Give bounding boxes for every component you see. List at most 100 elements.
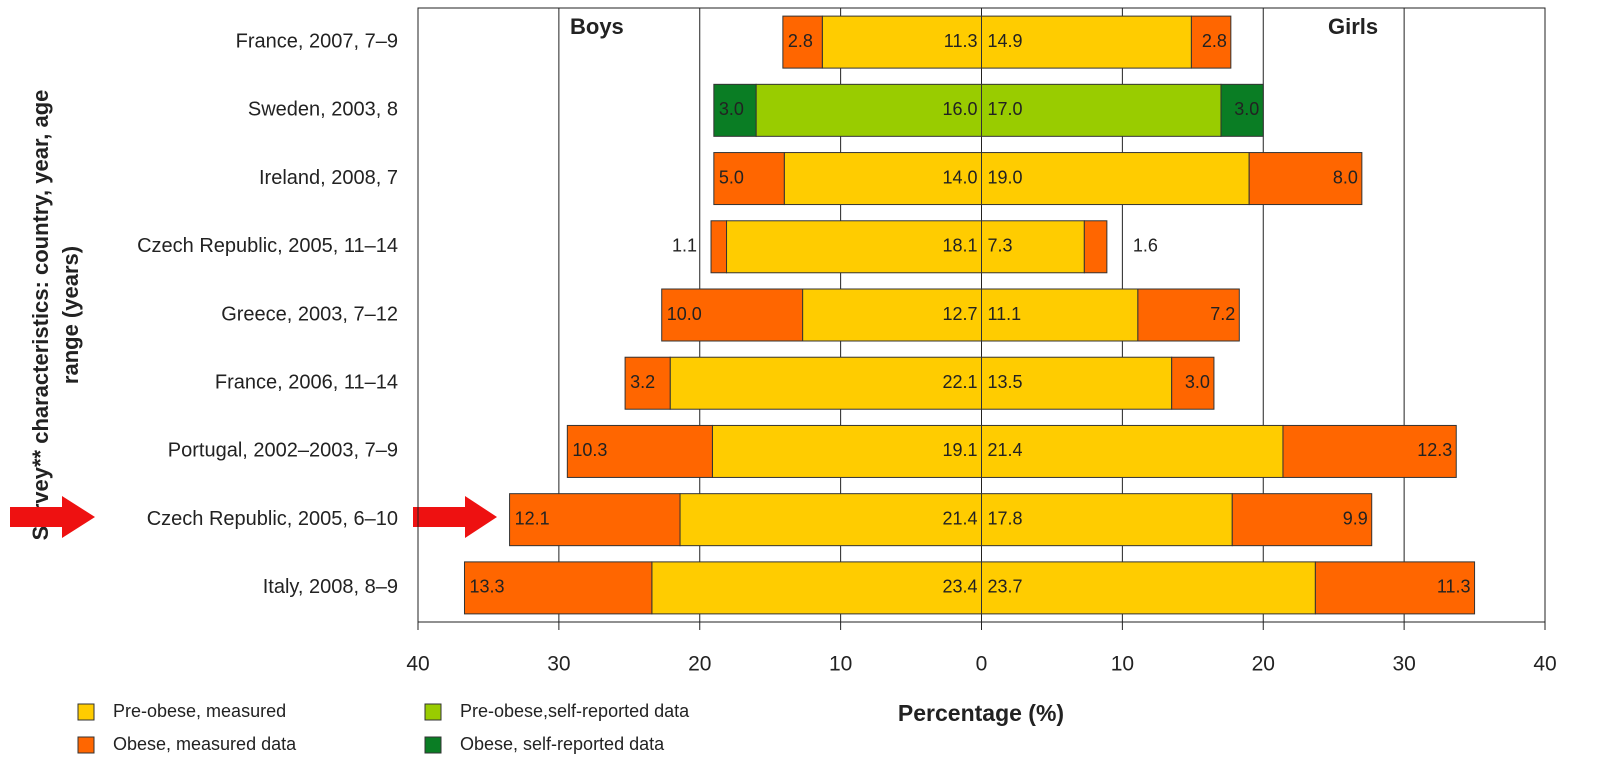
value-label: 21.4: [942, 508, 977, 528]
bar-segment: [981, 83, 1222, 137]
value-label: 7.3: [988, 236, 1013, 256]
value-label: 11.3: [944, 31, 978, 51]
legend-swatch: [77, 736, 95, 754]
legend-label: Obese, self-reported data: [460, 734, 665, 754]
category-label: Italy, 2008, 8–9: [263, 576, 398, 598]
bar-segment: [566, 424, 713, 478]
value-label: 12.7: [942, 304, 977, 324]
legend-swatch: [424, 703, 442, 721]
legend-label: Pre-obese,self-reported data: [460, 701, 690, 721]
category-label: Portugal, 2002–2003, 7–9: [168, 440, 398, 462]
value-label: 23.7: [988, 577, 1023, 597]
category-label: Greece, 2003, 7–12: [221, 303, 398, 325]
bar-segment: [711, 424, 983, 478]
bar-segment: [1282, 424, 1457, 478]
value-label: 3.2: [630, 372, 655, 392]
value-label: 3.0: [1185, 372, 1210, 392]
value-label: 21.4: [988, 440, 1023, 460]
annotation-arrow: [10, 496, 497, 538]
y-axis-title-line: range (years): [58, 246, 83, 384]
x-tick-label: 40: [406, 653, 429, 676]
legend-swatch: [424, 736, 442, 754]
category-label: Sweden, 2003, 8: [248, 99, 398, 121]
value-label: 19.0: [988, 167, 1023, 187]
bar-segment: [1137, 288, 1240, 342]
bar-segment: [1248, 152, 1363, 206]
category-label: Czech Republic, 2005, 11–14: [137, 235, 398, 257]
bar-segment: [802, 288, 982, 342]
bar-segment: [981, 288, 1139, 342]
x-tick-label: 40: [1533, 653, 1556, 676]
value-label: 14.9: [988, 31, 1023, 51]
bar-segment: [509, 493, 681, 547]
plot-frame: [417, 7, 1546, 623]
value-label: 17.0: [988, 99, 1023, 119]
legend-label: Pre-obese, measured: [113, 701, 286, 721]
value-label: 1.1: [672, 236, 697, 256]
bar-segment: [981, 220, 1085, 274]
x-tick-label: 20: [1252, 653, 1275, 676]
category-label: France, 2006, 11–14: [215, 372, 398, 394]
value-label: 12.1: [515, 508, 550, 528]
bar-segment: [1231, 493, 1373, 547]
bar-segment: [981, 561, 1316, 615]
value-label: 5.0: [719, 167, 744, 187]
value-label: 3.0: [1234, 99, 1259, 119]
x-tick-label: 10: [829, 653, 852, 676]
bar-segment: [1314, 561, 1476, 615]
bar-segment: [679, 493, 983, 547]
value-label: 13.3: [469, 577, 504, 597]
bar-segment: [651, 561, 982, 615]
value-label: 9.9: [1343, 508, 1368, 528]
category-label: France, 2007, 7–9: [236, 30, 398, 52]
legend-swatch: [77, 703, 95, 721]
value-label: 14.0: [942, 167, 977, 187]
value-label: 7.2: [1210, 304, 1235, 324]
bar-segment: [981, 424, 1284, 478]
bar-segment: [1083, 220, 1108, 274]
x-axis-title: Percentage (%): [898, 700, 1064, 726]
bar-segment: [783, 152, 983, 206]
bar-segment: [710, 220, 728, 274]
value-label: 3.0: [719, 99, 744, 119]
value-label: 11.3: [1437, 577, 1471, 597]
value-label: 23.4: [942, 577, 977, 597]
bar-segment: [669, 356, 982, 410]
x-tick-label: 20: [688, 653, 711, 676]
value-label: 8.0: [1333, 167, 1358, 187]
x-tick-label: 10: [1111, 653, 1134, 676]
value-label: 2.8: [788, 31, 813, 51]
value-label: 22.1: [942, 372, 977, 392]
bar-segment: [1171, 356, 1215, 410]
bar-segment: [981, 356, 1173, 410]
y-axis-title-line: Survey** characteristics: country, year,…: [28, 90, 53, 541]
bar-segment: [661, 288, 804, 342]
group-label: Boys: [570, 14, 624, 39]
value-label: 17.8: [988, 508, 1023, 528]
category-label: Czech Republic, 2005, 6–10: [147, 508, 398, 530]
value-label: 10.0: [667, 304, 702, 324]
x-tick-label: 30: [547, 653, 570, 676]
value-label: 16.0: [942, 99, 977, 119]
bar-segment: [981, 493, 1233, 547]
value-label: 2.8: [1202, 31, 1227, 51]
legend-label: Obese, measured data: [113, 734, 297, 754]
value-label: 19.1: [942, 440, 977, 460]
value-label: 13.5: [988, 372, 1023, 392]
value-label: 18.1: [942, 236, 977, 256]
value-label: 10.3: [572, 440, 607, 460]
value-label: 11.1: [988, 304, 1022, 324]
bar-segment: [624, 356, 671, 410]
value-label: 1.6: [1133, 236, 1158, 256]
arrow: [413, 496, 497, 538]
bar-segment: [782, 15, 823, 69]
bar-segment: [713, 83, 757, 137]
bar-segment: [1220, 83, 1264, 137]
value-label: 12.3: [1417, 440, 1452, 460]
y-axis-title: Survey** characteristics: country, year,…: [28, 90, 83, 541]
arrow: [10, 496, 95, 538]
category-label: Ireland, 2008, 7: [259, 167, 398, 189]
group-label: Girls: [1328, 14, 1378, 39]
